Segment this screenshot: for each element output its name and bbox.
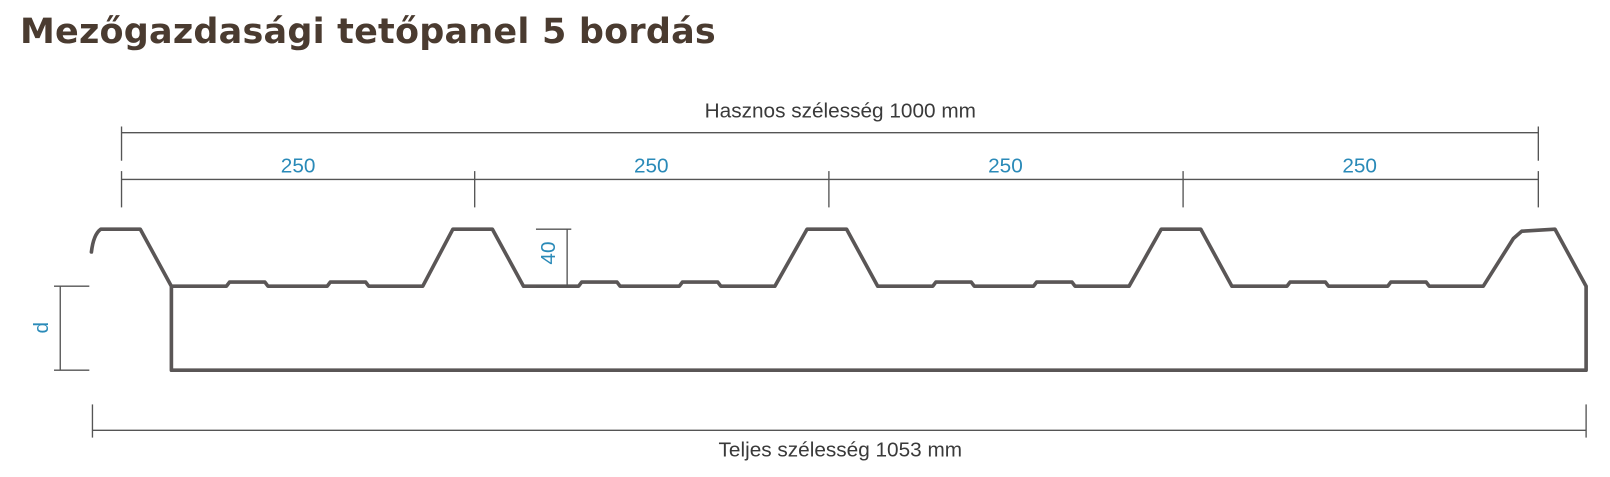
useful-width-dimension: Hasznos szélesség 1000 mm [120,99,1540,161]
rib-spacing-label: 250 [1342,154,1377,177]
rib-height-label: 40 [537,241,560,264]
rib-spacing-label: 250 [634,154,669,177]
title: Mezőgazdasági tetőpanel 5 bordás [20,12,716,52]
rib-spacing-label: 250 [988,154,1023,177]
total-width-dimension: Teljes szélesség 1053 mm [91,404,1587,462]
rib-spacing-dimension: 250 250 250 250 [120,154,1540,208]
total-width-label: Teljes szélesség 1053 mm [719,439,963,462]
thickness-label: d [30,322,53,334]
rib-spacing-label: 250 [281,154,316,177]
rib-height-dimension: 40 [535,228,572,287]
panel-profile [89,227,1588,373]
thickness-dimension: d [30,285,90,371]
useful-width-label: Hasznos szélesség 1000 mm [705,99,976,122]
